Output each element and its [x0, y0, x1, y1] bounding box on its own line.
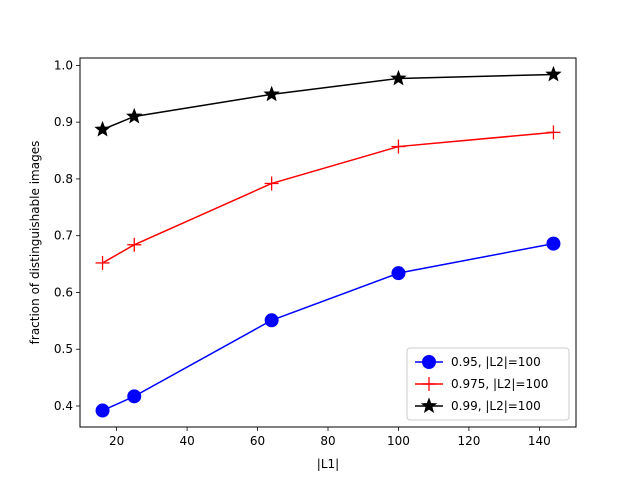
x-tick-label: 80 [320, 434, 335, 448]
x-tick-label: 100 [387, 434, 410, 448]
y-axis-ticks: 0.4 0.5 0.6 0.7 0.8 0.9 1.0 [54, 58, 80, 413]
legend-label: 0.95, |L2|=100 [451, 355, 541, 369]
x-tick-label: 20 [109, 434, 124, 448]
legend: 0.95, |L2|=100 0.975, |L2|=100 0.99, |L2|=… [406, 347, 570, 421]
legend-marker [422, 355, 436, 369]
data-point [263, 85, 280, 102]
legend-marker [422, 377, 436, 391]
series-3 [94, 65, 562, 137]
legend-entry: 0.975, |L2|=100 [415, 377, 548, 391]
data-point [391, 266, 406, 281]
legend-entry: 0.99, |L2|=100 [415, 397, 541, 413]
x-tick-label: 60 [250, 434, 265, 448]
series-1 [95, 236, 561, 418]
legend-label: 0.975, |L2|=100 [451, 377, 548, 391]
data-point [126, 107, 143, 124]
data-point [390, 69, 407, 86]
y-tick-label: 0.9 [54, 115, 73, 129]
legend-marker [420, 397, 438, 413]
data-point [391, 139, 406, 154]
y-tick-label: 1.0 [54, 58, 73, 72]
x-tick-label: 40 [179, 434, 194, 448]
legend-box [406, 347, 570, 421]
data-point [94, 120, 111, 137]
data-point [546, 125, 561, 140]
y-tick-label: 0.8 [54, 172, 73, 186]
legend-label: 0.99, |L2|=100 [451, 399, 541, 413]
legend-entry: 0.95, |L2|=100 [415, 355, 541, 369]
y-tick-label: 0.6 [54, 285, 73, 299]
plot-area [94, 65, 562, 418]
data-point [264, 313, 279, 328]
series-2 [95, 125, 561, 270]
y-axis-label: fraction of distinguishable images [28, 141, 42, 345]
x-tick-label: 120 [457, 434, 480, 448]
x-tick-label: 140 [528, 434, 551, 448]
axes-frame [79, 57, 577, 428]
data-point [95, 403, 110, 418]
data-point [545, 65, 562, 82]
y-tick-label: 0.4 [54, 399, 73, 413]
data-point [127, 237, 142, 252]
y-tick-label: 0.7 [54, 229, 73, 243]
data-point [95, 255, 110, 270]
data-point [127, 389, 142, 404]
data-point [264, 176, 279, 191]
x-axis-label: |L1| [317, 457, 339, 471]
x-axis-ticks: 20 40 60 80 100 120 140 [109, 427, 551, 448]
data-point [546, 236, 561, 251]
y-tick-label: 0.5 [54, 342, 73, 356]
